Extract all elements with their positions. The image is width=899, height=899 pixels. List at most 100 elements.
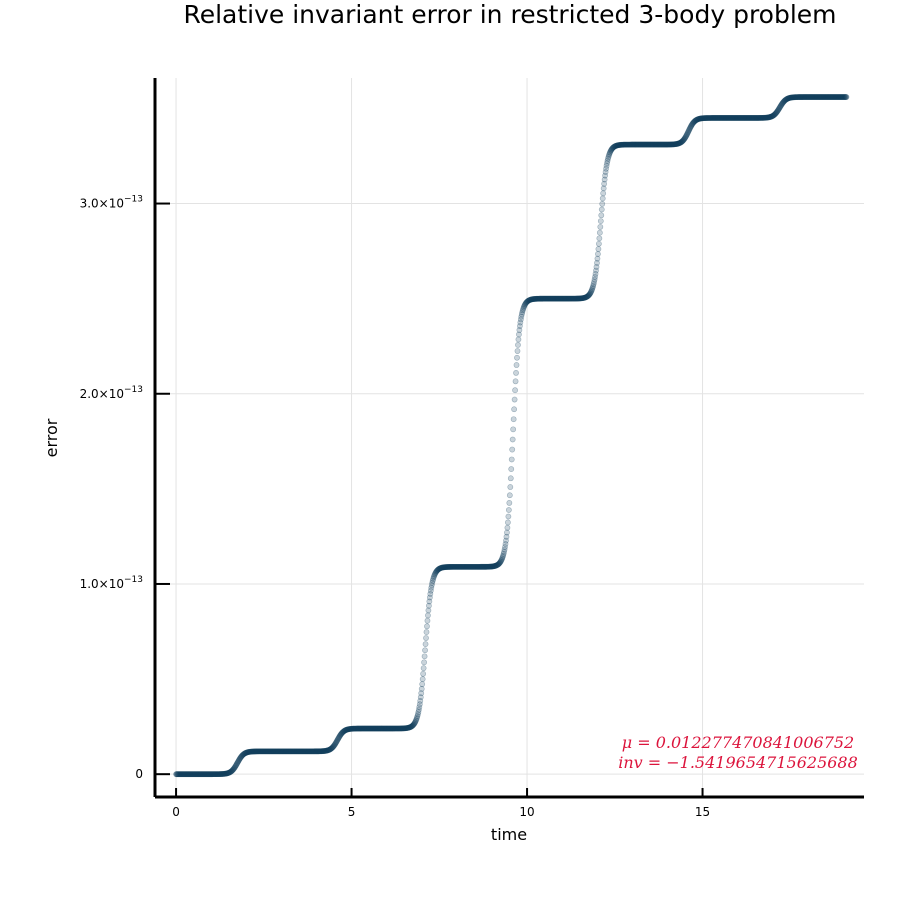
- data-point: [719, 115, 726, 121]
- data-point: [670, 141, 677, 148]
- data-point: [654, 141, 661, 148]
- data-point: [644, 141, 651, 148]
- data-point: [685, 129, 691, 136]
- data-point: [390, 725, 396, 732]
- data-point: [347, 726, 354, 732]
- data-point: [813, 94, 820, 100]
- data-point: [327, 746, 334, 752]
- data-point: [189, 771, 196, 778]
- data-point: [590, 281, 597, 287]
- data-point: [440, 564, 447, 571]
- data-point: [713, 115, 720, 121]
- data-point: [634, 141, 641, 148]
- data-point: [492, 563, 498, 569]
- data-point: [218, 771, 224, 777]
- data-point: [667, 141, 674, 148]
- data-point: [810, 94, 817, 100]
- data-point: [607, 148, 614, 155]
- data-point: [511, 406, 518, 413]
- data-point: [389, 725, 396, 732]
- data-point: [682, 134, 688, 141]
- data-point: [363, 725, 370, 732]
- data-point: [672, 141, 679, 148]
- data-point: [245, 749, 252, 755]
- data-point: [404, 724, 411, 731]
- data-point: [797, 94, 803, 100]
- data-point: [475, 563, 482, 570]
- data-point: [380, 725, 387, 732]
- data-point: [606, 150, 613, 157]
- data-point: [582, 294, 589, 301]
- data-point: [409, 723, 416, 729]
- data-point: [762, 114, 768, 121]
- data-point: [786, 95, 793, 101]
- data-point: [519, 307, 526, 314]
- data-point: [222, 770, 229, 777]
- data-point: [679, 138, 686, 144]
- data-point: [212, 771, 219, 778]
- data-point: [836, 94, 843, 100]
- data-point: [365, 725, 371, 732]
- data-point: [822, 94, 828, 100]
- data-point: [802, 94, 809, 100]
- data-point: [663, 141, 669, 148]
- data-point: [221, 770, 227, 777]
- data-point: [640, 141, 646, 148]
- data-point: [317, 748, 324, 755]
- data-point: [561, 295, 568, 302]
- data-point: [275, 748, 282, 755]
- data-point: [219, 771, 225, 777]
- data-point: [392, 725, 399, 732]
- data-point: [370, 725, 377, 732]
- data-point: [768, 113, 775, 120]
- data-point: [635, 141, 642, 148]
- data-point: [324, 747, 331, 754]
- data-point: [288, 748, 295, 755]
- data-point: [764, 114, 771, 121]
- data-point: [306, 748, 313, 755]
- data-point: [266, 748, 272, 755]
- data-point: [318, 748, 325, 755]
- data-point: [249, 748, 256, 755]
- data-point: [341, 727, 348, 734]
- data-point: [584, 293, 591, 299]
- data-point: [757, 114, 764, 121]
- data-point: [576, 295, 583, 302]
- data-point: [462, 563, 469, 570]
- data-point: [301, 748, 307, 755]
- data-point: [721, 115, 728, 121]
- data-point: [552, 295, 559, 302]
- data-point: [841, 94, 847, 100]
- data-point: [362, 725, 369, 732]
- data-point: [549, 295, 556, 302]
- data-point: [697, 115, 704, 122]
- data-point: [514, 348, 521, 354]
- data-point: [207, 771, 214, 778]
- data-point: [633, 141, 640, 148]
- data-point: [625, 141, 631, 148]
- data-point: [253, 748, 260, 755]
- data-point: [309, 748, 316, 755]
- data-point: [314, 748, 321, 755]
- data-point: [568, 295, 575, 302]
- data-point: [767, 114, 774, 120]
- data-point: [695, 116, 702, 122]
- data-point: [615, 142, 621, 149]
- data-point: [557, 295, 564, 302]
- data-point: [609, 145, 616, 151]
- data-point: [279, 748, 286, 755]
- data-point: [801, 94, 808, 100]
- data-point: [658, 141, 665, 148]
- data-point: [637, 141, 643, 148]
- data-point: [373, 725, 380, 732]
- data-point: [572, 295, 579, 302]
- data-point: [261, 748, 268, 755]
- data-point: [445, 564, 451, 570]
- data-point: [319, 748, 326, 755]
- data-point: [354, 725, 360, 732]
- data-point: [776, 104, 783, 111]
- data-point: [561, 295, 568, 302]
- data-point: [463, 563, 470, 570]
- data-point: [237, 754, 244, 761]
- data-point: [380, 725, 386, 732]
